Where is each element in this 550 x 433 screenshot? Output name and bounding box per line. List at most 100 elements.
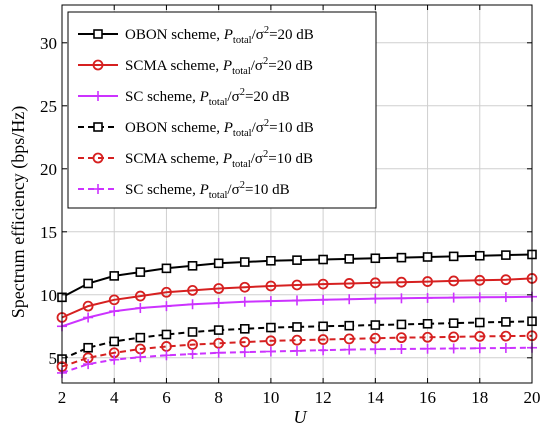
data-point — [292, 255, 302, 265]
data-point — [317, 278, 329, 290]
data-point — [422, 343, 433, 354]
legend-swatch-marker — [93, 91, 103, 101]
x-tick-label: 18 — [471, 388, 488, 407]
x-tick-label: 20 — [524, 388, 541, 407]
data-point — [500, 330, 512, 342]
data-point — [501, 317, 511, 327]
x-tick-label: 16 — [419, 388, 436, 407]
data-point — [422, 276, 433, 287]
x-tick-label: 2 — [58, 388, 67, 407]
data-point — [474, 250, 485, 261]
data-point — [239, 281, 251, 293]
data-point — [344, 294, 355, 305]
data-point — [474, 330, 486, 342]
data-point — [370, 253, 381, 264]
data-point — [239, 336, 251, 348]
x-tick-label: 6 — [162, 388, 171, 407]
data-point — [109, 336, 120, 347]
data-point — [474, 274, 486, 286]
data-point — [448, 275, 460, 287]
data-point — [213, 325, 224, 335]
legend-swatch-marker — [93, 29, 103, 39]
data-point — [500, 274, 512, 286]
data-point — [213, 283, 225, 294]
legend-label: OBON scheme, Ptotal/σ2=10 dB — [125, 118, 314, 139]
data-point — [396, 319, 407, 330]
data-point — [109, 306, 120, 317]
data-point — [344, 320, 355, 331]
series-line — [61, 334, 533, 368]
legend-label: SCMA scheme, Ptotal/σ2=10 dB — [125, 149, 313, 170]
data-point — [135, 267, 146, 277]
data-point — [500, 342, 511, 353]
data-point — [187, 284, 198, 296]
data-point — [161, 263, 172, 274]
data-point — [422, 252, 433, 262]
data-point — [343, 333, 355, 345]
data-point — [448, 292, 459, 303]
data-point — [213, 258, 224, 269]
data-point — [396, 343, 407, 354]
y-tick-label: 30 — [40, 34, 57, 53]
data-point — [239, 296, 250, 307]
data-point — [396, 332, 407, 344]
series-line — [61, 277, 533, 319]
data-point — [370, 293, 381, 304]
data-point — [83, 342, 93, 353]
data-point — [344, 344, 355, 355]
data-point — [318, 294, 329, 305]
data-point — [291, 334, 303, 346]
y-tick-label: 5 — [49, 349, 58, 368]
legend-swatch-marker — [93, 122, 103, 132]
data-point — [448, 318, 459, 328]
data-point — [161, 286, 172, 298]
data-point — [265, 346, 276, 357]
data-point — [109, 271, 120, 281]
series-2 — [56, 273, 538, 323]
legend-label: SC scheme, Ptotal/σ2=20 dB — [125, 87, 290, 108]
data-point — [370, 344, 381, 355]
x-tick-label: 14 — [367, 388, 385, 407]
y-tick-label: 10 — [40, 286, 57, 305]
data-point — [265, 280, 277, 292]
data-point — [422, 318, 433, 329]
data-point — [396, 276, 407, 288]
data-point — [291, 279, 303, 291]
data-point — [213, 347, 224, 358]
data-point — [135, 303, 146, 314]
data-point — [187, 261, 198, 271]
legend-swatch-marker — [92, 59, 104, 71]
x-tick-label: 10 — [262, 388, 279, 407]
data-point — [422, 292, 433, 303]
data-point — [292, 345, 302, 356]
data-point — [500, 292, 511, 303]
data-point — [109, 354, 120, 365]
data-point — [187, 299, 198, 310]
x-axis-title: U — [294, 407, 308, 427]
data-point — [83, 359, 94, 370]
x-tick-label: 4 — [110, 388, 119, 407]
data-point — [317, 334, 329, 345]
data-point — [266, 255, 276, 266]
data-point — [161, 350, 172, 361]
data-point — [292, 295, 302, 306]
data-point — [448, 251, 459, 262]
data-point — [474, 292, 485, 303]
legend-item: OBON scheme, Ptotal/σ2=20 dB — [78, 25, 314, 46]
data-point — [213, 297, 224, 308]
legend-swatch-marker — [92, 152, 104, 164]
data-point — [83, 278, 93, 289]
legend-label: OBON scheme, Ptotal/σ2=20 dB — [125, 25, 314, 46]
data-point — [134, 290, 146, 302]
axis-ticks: 2 4 6 8 10 12 14 16 18 20 5 10 15 20 25 30 — [40, 5, 541, 407]
legend-item: SCMA scheme, Ptotal/σ2=20 dB — [78, 56, 313, 77]
legend-label: SCMA scheme, Ptotal/σ2=20 dB — [125, 56, 313, 77]
data-point — [187, 327, 198, 337]
data-point — [396, 252, 407, 263]
data-point — [369, 332, 381, 344]
legend-item: SC scheme, Ptotal/σ2=10 dB — [78, 180, 290, 201]
x-tick-label: 8 — [214, 388, 223, 407]
plot-frame — [61, 4, 533, 384]
data-point — [265, 335, 277, 347]
